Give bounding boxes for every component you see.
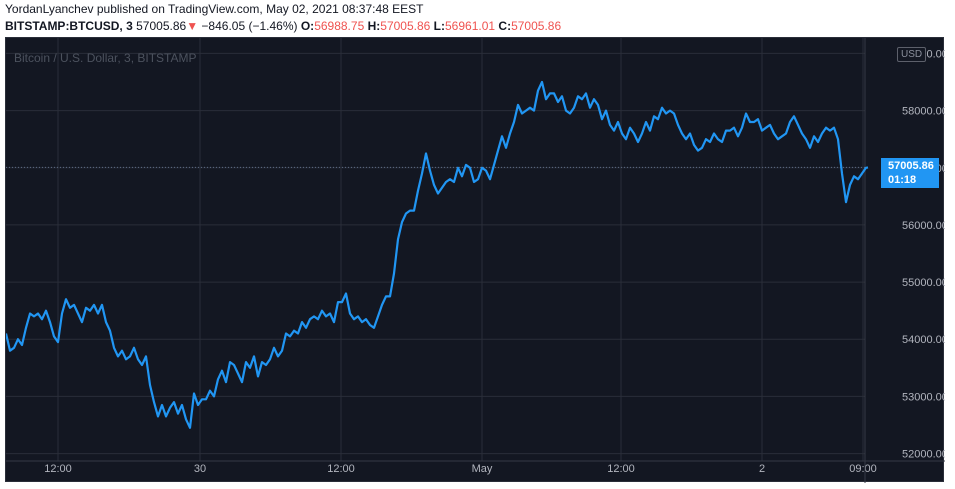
low-value: 56961.01 [445, 19, 496, 33]
symbol-name[interactable]: BITSTAMP:BTCUSD, 3 [5, 19, 133, 33]
close-label: C: [498, 19, 512, 33]
chart-title: Bitcoin / U.S. Dollar, 3, BITSTAMP [14, 51, 197, 65]
y-tick-label: 55000.00 [902, 277, 945, 289]
open-label: O: [300, 19, 315, 33]
x-tick-label: 09:00 [849, 463, 877, 475]
x-tick-label: 2 [759, 463, 765, 475]
y-tick-label: 53000.00 [902, 391, 945, 403]
publish-info: YordanLyanchev published on TradingView.… [5, 2, 424, 16]
y-tick-label: 58000.00 [902, 106, 945, 118]
down-arrow-icon: ▼ [186, 19, 199, 33]
x-tick-label: 12:00 [44, 463, 72, 475]
y-tick-label: 56000.00 [902, 220, 945, 232]
x-tick-label: 12:00 [327, 463, 355, 475]
last-price-tag: 57005.86 01:18 [881, 158, 939, 188]
y-tick-label: 54000.00 [902, 334, 945, 346]
currency-badge[interactable]: USD [897, 47, 927, 62]
price-change: −846.05 (−1.46%) [201, 19, 298, 33]
low-label: L: [433, 19, 445, 33]
x-tick-label: 30 [194, 463, 206, 475]
high-label: H: [367, 19, 381, 33]
bar-countdown: 01:18 [888, 174, 917, 186]
high-value: 57005.86 [380, 19, 431, 33]
price-series-line [6, 80, 869, 429]
last-price-tag-value: 57005.86 [888, 160, 934, 172]
x-tick-label: May [472, 463, 493, 475]
open-value: 56988.75 [314, 19, 365, 33]
chart-frame[interactable]: 52000.00 53000.00 54000.00 55000.00 56000.00… [5, 37, 945, 483]
price-chart[interactable]: 52000.00 53000.00 54000.00 55000.00 56000.00… [6, 38, 945, 483]
symbol-info-line: BITSTAMP:BTCUSD, 3 57005.86▼ −846.05 (−1… [5, 19, 561, 33]
last-price: 57005.86 [136, 19, 187, 33]
close-value: 57005.86 [511, 19, 562, 33]
y-tick-label: 52000.00 [902, 449, 945, 461]
x-tick-label: 12:00 [607, 463, 635, 475]
